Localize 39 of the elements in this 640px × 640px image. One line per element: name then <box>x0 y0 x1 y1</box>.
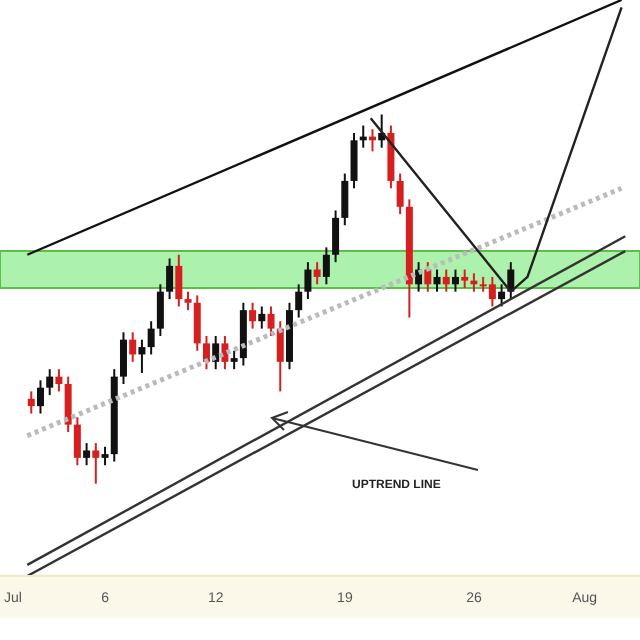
candlestick <box>249 301 257 330</box>
candlestick <box>239 301 247 367</box>
candlestick <box>396 172 404 216</box>
candlestick <box>46 368 54 397</box>
candlestick <box>27 390 35 415</box>
candlestick <box>350 131 358 190</box>
candlestick <box>461 268 469 289</box>
candlestick <box>156 283 164 337</box>
candlestick <box>83 442 91 467</box>
candlestick <box>101 445 109 467</box>
candlestick <box>73 416 81 467</box>
candlestick <box>267 305 275 337</box>
candlestick <box>184 290 192 312</box>
candlestick <box>166 257 174 301</box>
candlestick <box>175 253 183 308</box>
candlestick <box>488 275 496 308</box>
candlestick <box>193 294 201 352</box>
candlestick <box>230 349 238 371</box>
candlestick <box>442 268 450 293</box>
candlestick <box>341 172 349 227</box>
candlestick <box>129 331 137 363</box>
candlestick <box>147 320 155 356</box>
candlestick <box>433 268 441 293</box>
candlestick <box>276 320 284 393</box>
candlestick <box>36 379 44 415</box>
candlestick <box>119 331 127 385</box>
candlestick <box>387 124 395 190</box>
candlestick <box>304 261 312 301</box>
candlestick <box>92 442 100 485</box>
candlestick <box>332 209 340 264</box>
candlestick <box>258 305 266 330</box>
candlestick <box>295 283 303 319</box>
candlestick <box>313 261 321 286</box>
candlestick <box>64 375 72 433</box>
candlestick <box>451 268 459 293</box>
candlestick <box>138 338 146 374</box>
candlestick <box>55 368 63 393</box>
candlestick <box>322 246 330 286</box>
candlestick <box>498 283 506 308</box>
